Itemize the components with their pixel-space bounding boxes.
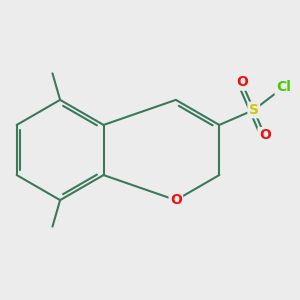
Text: O: O (236, 75, 248, 89)
Text: O: O (170, 193, 182, 207)
Text: Cl: Cl (276, 80, 291, 94)
Text: S: S (249, 103, 259, 117)
Text: O: O (259, 128, 271, 142)
